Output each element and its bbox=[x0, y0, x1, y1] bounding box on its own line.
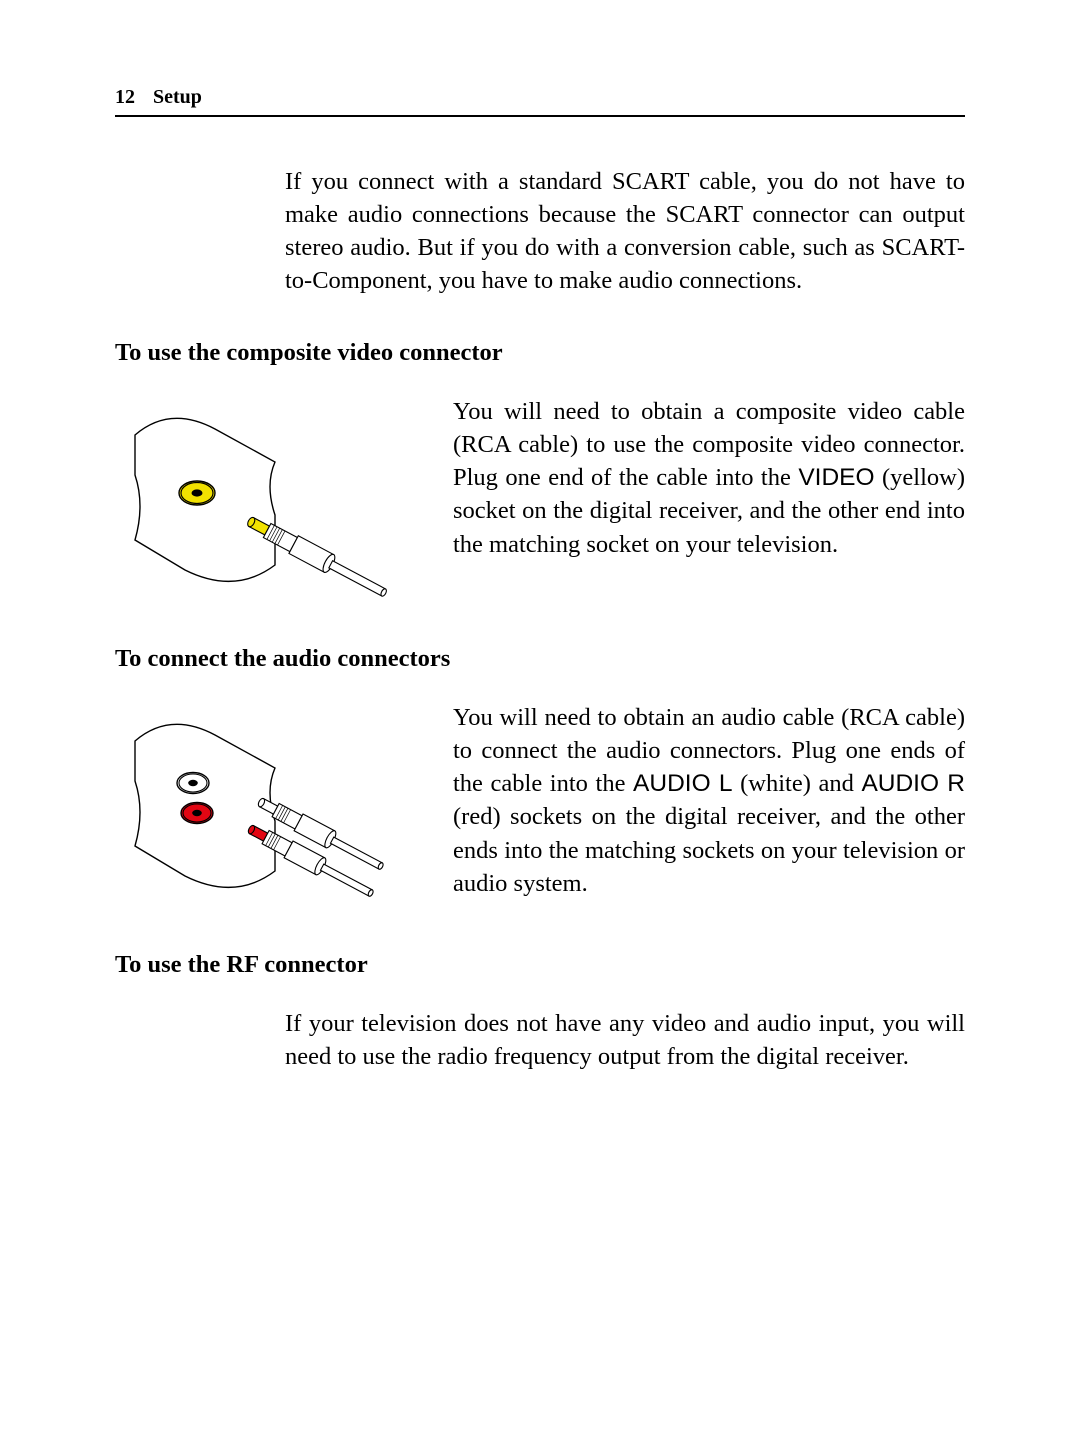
audio-figure bbox=[115, 701, 425, 911]
audio-mid1: (white) and bbox=[733, 770, 862, 797]
composite-row: You will need to obtain a composite vide… bbox=[115, 395, 965, 605]
audio-text-post: (red) sockets on the digital receiver, a… bbox=[453, 803, 965, 896]
audio-r-jack bbox=[181, 803, 213, 824]
audio-r-label: AUDIO R bbox=[861, 770, 965, 797]
audio-l-jack bbox=[177, 773, 209, 794]
page-content: 12 Setup If you connect with a standard … bbox=[115, 86, 965, 1073]
composite-figure bbox=[115, 395, 425, 605]
audio-l-label: AUDIO L bbox=[633, 770, 733, 797]
composite-svg bbox=[115, 395, 425, 605]
section-name: Setup bbox=[153, 86, 202, 109]
rf-heading: To use the RF connector bbox=[115, 951, 965, 979]
composite-text: You will need to obtain a composite vide… bbox=[453, 395, 965, 605]
video-jack bbox=[179, 481, 215, 505]
audio-heading: To connect the audio connectors bbox=[115, 645, 965, 673]
page-number: 12 bbox=[115, 86, 135, 109]
video-label: VIDEO bbox=[798, 464, 874, 491]
rf-text: If your television does not have any vid… bbox=[285, 1007, 965, 1073]
composite-heading: To use the composite video connector bbox=[115, 339, 965, 367]
audio-text: You will need to obtain an audio cable (… bbox=[453, 701, 965, 911]
audio-svg bbox=[115, 701, 425, 911]
video-plug bbox=[244, 512, 390, 603]
running-header: 12 Setup bbox=[115, 86, 965, 117]
intro-paragraph: If you connect with a standard SCART cab… bbox=[285, 165, 965, 297]
audio-row: You will need to obtain an audio cable (… bbox=[115, 701, 965, 911]
